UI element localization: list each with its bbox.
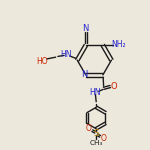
Text: NH₂: NH₂	[111, 40, 126, 49]
Text: O: O	[111, 82, 117, 91]
Text: CH₃: CH₃	[90, 140, 103, 146]
Text: O: O	[101, 134, 107, 143]
Text: HN: HN	[89, 88, 101, 97]
Text: HO: HO	[36, 57, 48, 66]
Text: N: N	[81, 70, 87, 79]
Text: HN: HN	[61, 50, 72, 58]
Text: S: S	[93, 129, 99, 138]
Text: O: O	[85, 124, 91, 133]
Text: N: N	[83, 24, 89, 33]
